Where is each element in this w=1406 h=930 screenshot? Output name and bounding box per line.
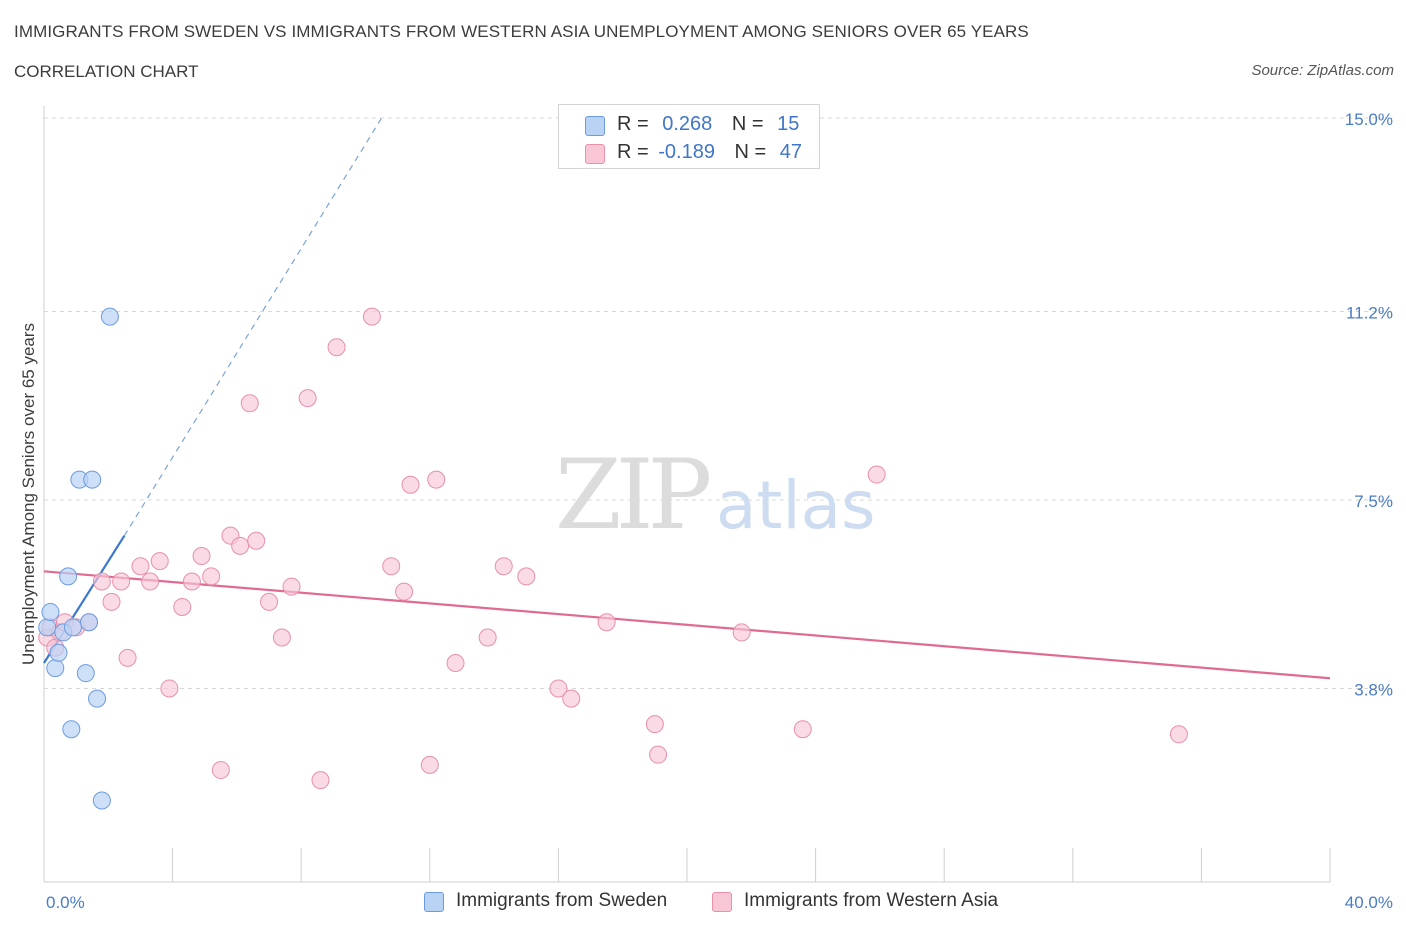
point-western-asia: [202, 567, 221, 586]
point-western-asia: [645, 715, 664, 734]
point-sweden: [80, 613, 99, 632]
point-sweden: [59, 567, 78, 586]
legend-n-value-western-asia: 47: [779, 141, 803, 163]
point-western-asia: [311, 771, 330, 790]
bottom-legend-swatch-western-asia: [712, 892, 732, 912]
point-western-asia: [478, 628, 497, 647]
point-western-asia: [420, 755, 439, 774]
data-points: [38, 307, 1188, 810]
bottom-legend-swatch-sweden: [424, 892, 444, 912]
correlation-legend: R = 0.268 N = 15 R = -0.189 N = 47: [558, 104, 820, 169]
source-label: Source: ZipAtlas.com: [1251, 62, 1394, 79]
point-western-asia: [102, 592, 121, 611]
x-tick-label-min: 0.0%: [46, 893, 85, 912]
point-western-asia: [260, 592, 279, 611]
point-western-asia: [494, 557, 513, 576]
x-tick-label-max: 40.0%: [1345, 893, 1393, 912]
watermark-zip: ZIP: [555, 439, 710, 551]
legend-n-label: N =: [734, 141, 767, 163]
watermark: ZIP atlas: [555, 439, 876, 551]
point-western-asia: [112, 572, 131, 591]
chart-subtitle: CORRELATION CHART: [14, 62, 199, 81]
point-western-asia: [395, 582, 414, 601]
legend-r-label: R =: [617, 113, 649, 135]
point-western-asia: [867, 465, 886, 484]
point-sweden: [83, 470, 102, 489]
y-axis-label: Unemployment Among Seniors over 65 years: [19, 323, 38, 665]
point-sweden: [76, 664, 95, 683]
point-western-asia: [141, 572, 160, 591]
y-tick-label: 15.0%: [1345, 110, 1393, 129]
point-western-asia: [192, 547, 211, 566]
legend-r-value-sweden: 0.268: [662, 113, 713, 135]
point-sweden: [41, 603, 60, 622]
point-western-asia: [732, 623, 751, 642]
point-western-asia: [131, 557, 150, 576]
bottom-legend-label-sweden: Immigrants from Sweden: [456, 890, 668, 911]
legend-n-value-sweden: 15: [777, 113, 800, 135]
point-western-asia: [562, 689, 581, 708]
bottom-legend-label-western-asia: Immigrants from Western Asia: [744, 890, 999, 911]
point-western-asia: [173, 597, 192, 616]
point-western-asia: [150, 552, 169, 571]
y-tick-label: 7.5%: [1354, 492, 1393, 511]
point-western-asia: [427, 470, 446, 489]
point-western-asia: [1169, 725, 1188, 744]
point-western-asia: [118, 648, 137, 667]
point-sweden: [46, 659, 65, 678]
tick-labels: 3.8% 7.5% 11.2% 15.0% 0.0% 40.0%: [46, 110, 1393, 912]
point-western-asia: [446, 653, 465, 672]
legend-swatch-sweden: [585, 116, 605, 136]
point-western-asia: [649, 745, 668, 764]
point-western-asia: [382, 557, 401, 576]
point-western-asia: [160, 679, 179, 698]
point-western-asia: [597, 613, 616, 632]
point-western-asia: [240, 394, 259, 413]
trend-line-sweden-extrapolated: [123, 117, 383, 536]
point-western-asia: [211, 760, 230, 779]
trend-line-western-asia: [43, 570, 1331, 680]
point-western-asia: [298, 389, 317, 408]
point-western-asia: [549, 679, 568, 698]
point-western-asia: [327, 338, 346, 357]
point-sweden: [62, 720, 81, 739]
point-sweden: [38, 618, 57, 637]
point-sweden: [92, 791, 111, 810]
point-sweden: [63, 618, 82, 637]
point-sweden: [88, 689, 107, 708]
y-tick-label: 11.2%: [1346, 304, 1393, 323]
point-western-asia: [182, 572, 201, 591]
watermark-atlas: atlas: [716, 467, 876, 544]
point-western-asia: [92, 572, 111, 591]
legend-swatch-western-asia: [585, 144, 605, 164]
point-western-asia: [517, 567, 536, 586]
legend-r-label: R =: [617, 141, 649, 163]
point-western-asia: [362, 307, 381, 326]
point-western-asia: [793, 720, 812, 739]
chart-title: IMMIGRANTS FROM SWEDEN VS IMMIGRANTS FRO…: [14, 22, 1029, 41]
point-western-asia: [282, 577, 301, 596]
trend-lines: [43, 117, 1331, 680]
axes: [43, 106, 1331, 883]
y-tick-label: 3.8%: [1354, 680, 1393, 699]
point-western-asia: [272, 628, 291, 647]
point-western-asia: [401, 475, 420, 494]
point-western-asia: [247, 531, 266, 550]
legend-n-label: N =: [731, 113, 764, 135]
legend-r-value-western-asia: -0.189: [658, 141, 715, 163]
point-sweden: [100, 307, 119, 326]
point-western-asia: [231, 536, 250, 555]
point-sweden: [49, 643, 68, 662]
